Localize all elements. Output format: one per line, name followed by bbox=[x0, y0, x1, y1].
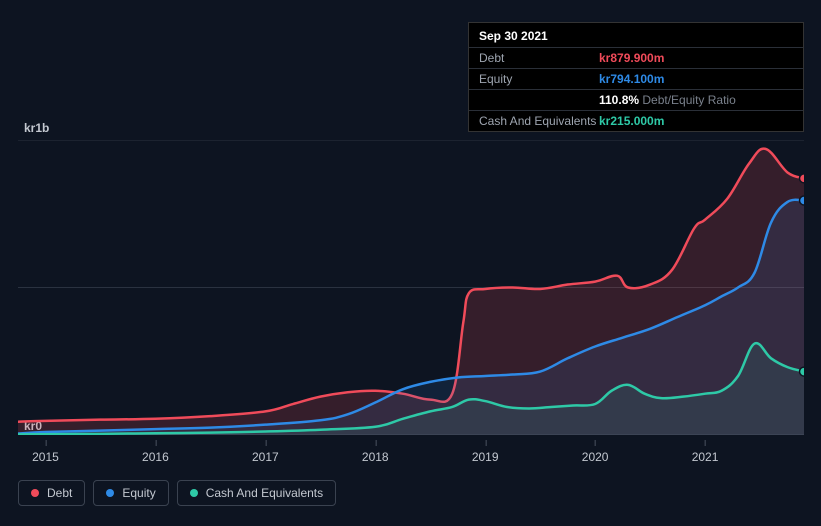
x-tick: 2020 bbox=[582, 450, 609, 464]
series-end-dot-equity bbox=[800, 196, 805, 205]
x-tick: 2016 bbox=[142, 450, 169, 464]
tooltip-label: Debt bbox=[479, 51, 599, 65]
x-tick: 2017 bbox=[252, 450, 279, 464]
x-tick: 2018 bbox=[362, 450, 389, 464]
tooltip-label bbox=[479, 93, 599, 107]
legend-label: Cash And Equivalents bbox=[206, 486, 323, 500]
chart-svg bbox=[18, 140, 804, 435]
tooltip-value: kr879.900m bbox=[599, 51, 664, 65]
x-axis: 2015 2016 2017 2018 2019 2020 2021 bbox=[18, 444, 804, 464]
tooltip-row: Equitykr794.100m bbox=[469, 68, 803, 89]
tooltip-row: Cash And Equivalentskr215.000m bbox=[469, 110, 803, 131]
tooltip-value: kr215.000m bbox=[599, 114, 664, 128]
legend-item-debt[interactable]: Debt bbox=[18, 480, 85, 506]
chart-area bbox=[18, 140, 804, 435]
x-tick: 2015 bbox=[32, 450, 59, 464]
tooltip-value: 110.8% Debt/Equity Ratio bbox=[599, 93, 736, 107]
tooltip-date: Sep 30 2021 bbox=[469, 23, 803, 47]
y-axis-label-top: kr1b bbox=[24, 121, 49, 135]
x-tick: 2021 bbox=[692, 450, 719, 464]
x-tick: 2019 bbox=[472, 450, 499, 464]
tooltip-row: 110.8% Debt/Equity Ratio bbox=[469, 89, 803, 110]
series-end-dot-debt bbox=[800, 174, 805, 183]
chart-tooltip: Sep 30 2021 Debtkr879.900mEquitykr794.10… bbox=[468, 22, 804, 132]
tooltip-value: kr794.100m bbox=[599, 72, 664, 86]
legend: Debt Equity Cash And Equivalents bbox=[18, 480, 336, 506]
legend-item-equity[interactable]: Equity bbox=[93, 480, 168, 506]
tooltip-label: Equity bbox=[479, 72, 599, 86]
series-end-dot-cash bbox=[800, 367, 805, 376]
legend-label: Debt bbox=[47, 486, 72, 500]
tooltip-label: Cash And Equivalents bbox=[479, 114, 599, 128]
tooltip-row: Debtkr879.900m bbox=[469, 47, 803, 68]
legend-label: Equity bbox=[122, 486, 155, 500]
legend-dot-icon bbox=[31, 489, 39, 497]
legend-item-cash[interactable]: Cash And Equivalents bbox=[177, 480, 336, 506]
legend-dot-icon bbox=[106, 489, 114, 497]
legend-dot-icon bbox=[190, 489, 198, 497]
